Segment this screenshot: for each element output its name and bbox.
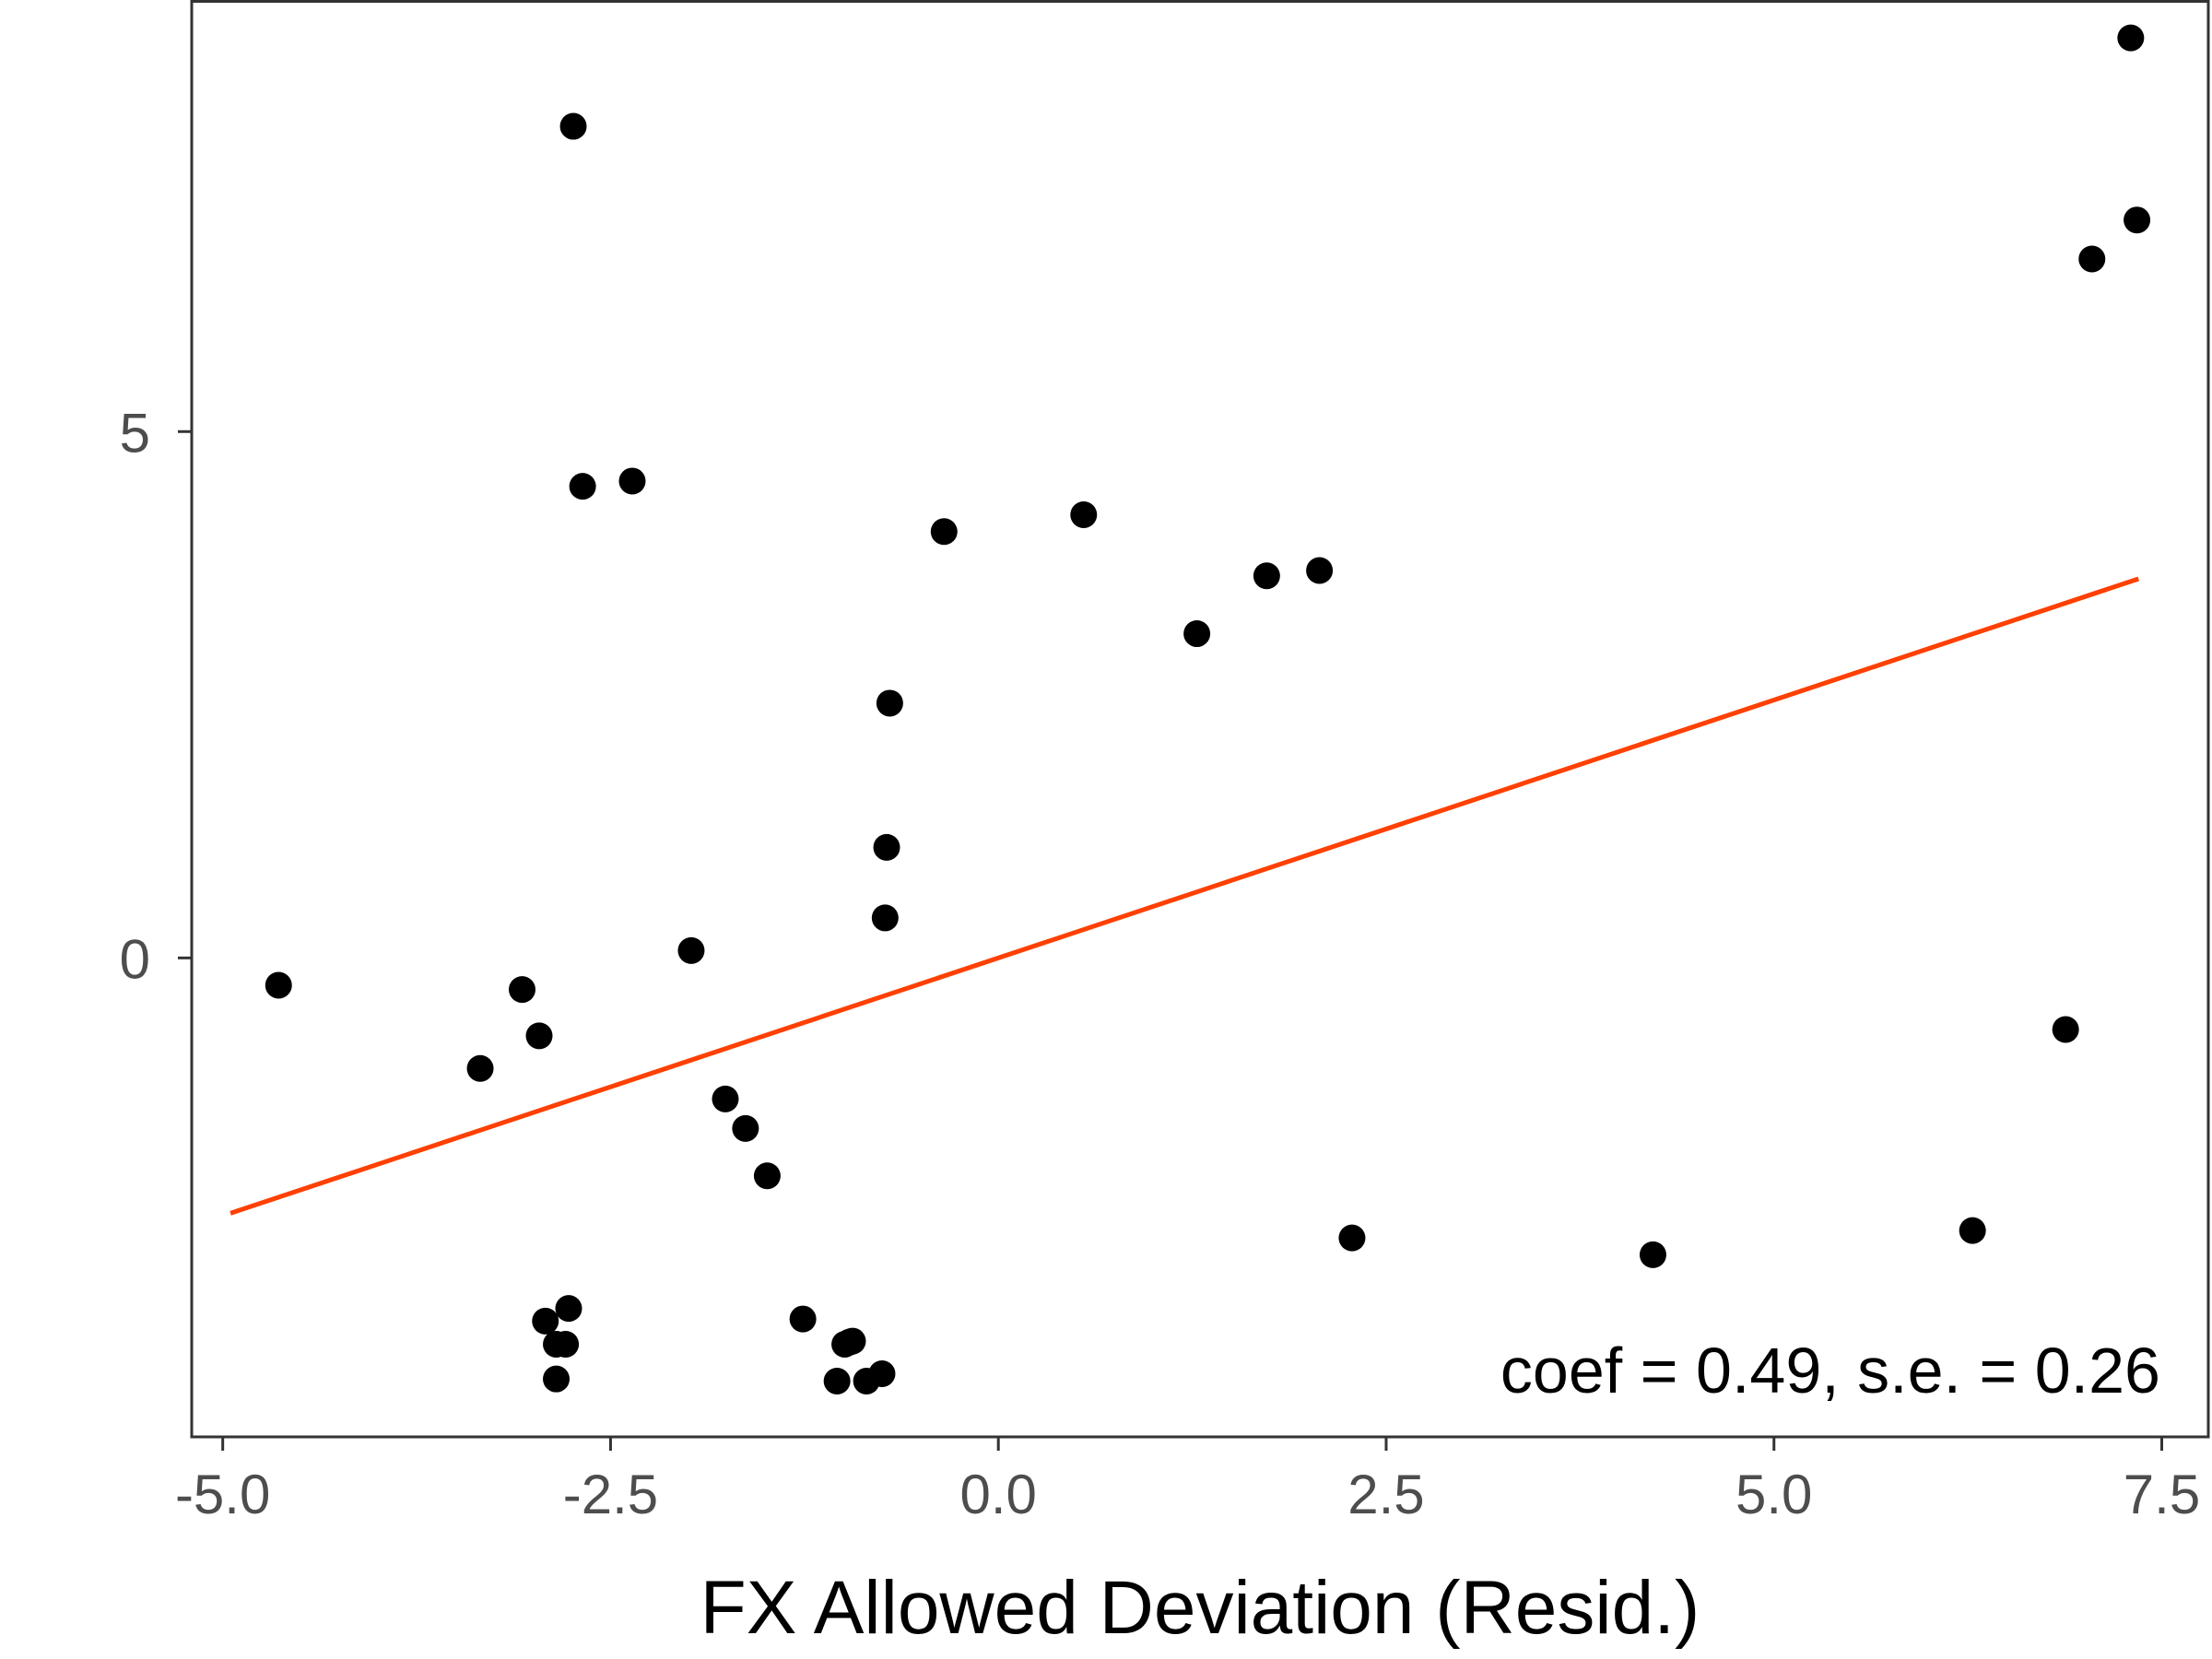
- data-point: [559, 112, 587, 140]
- data-point: [1639, 1241, 1666, 1268]
- data-point: [839, 1327, 866, 1355]
- data-point: [873, 833, 900, 861]
- x-tick-label: 7.5: [2124, 1464, 2200, 1525]
- data-point: [1306, 557, 1334, 584]
- data-point: [1183, 620, 1211, 648]
- x-axis: -5.0 -2.5 0.0 2.5 5.0 7.5: [175, 1437, 2200, 1525]
- data-point: [2117, 24, 2145, 52]
- data-point: [823, 1367, 851, 1394]
- data-point: [569, 473, 596, 500]
- fit-line: [229, 576, 2140, 1216]
- x-tick-label: 2.5: [1347, 1464, 1424, 1525]
- x-tick-label: 0.0: [959, 1464, 1036, 1525]
- data-point: [712, 1085, 739, 1112]
- data-point: [508, 976, 535, 1004]
- data-point: [753, 1162, 781, 1190]
- x-tick-label: -5.0: [175, 1464, 270, 1525]
- x-tick-label: -2.5: [563, 1464, 658, 1525]
- data-point: [732, 1114, 759, 1142]
- data-point: [677, 936, 705, 964]
- data-point: [871, 904, 899, 932]
- data-point: [618, 467, 646, 495]
- data-point: [1959, 1217, 1986, 1244]
- data-point: [532, 1307, 559, 1335]
- data-point: [930, 518, 958, 546]
- x-tick-label: 5.0: [1735, 1464, 1812, 1525]
- y-tick-label: 0: [120, 928, 150, 990]
- data-point: [2124, 206, 2151, 234]
- data-point: [543, 1365, 571, 1393]
- data-point: [789, 1305, 817, 1333]
- data-point: [876, 689, 903, 717]
- data-point: [265, 971, 292, 999]
- data-point: [1070, 500, 1098, 528]
- panel-border: [190, 0, 2210, 1439]
- data-point: [525, 1022, 553, 1050]
- data-point: [466, 1054, 494, 1082]
- coefficient-annotation: coef = 0.49, s.e. = 0.26: [1500, 1335, 2160, 1406]
- data-point: [1338, 1224, 1366, 1252]
- data-point: [2078, 245, 2106, 273]
- plot-content: [229, 24, 2151, 1394]
- x-axis-title: FX Allowed Deviation (Resid.): [700, 1566, 1700, 1650]
- y-axis: 05: [120, 402, 192, 990]
- data-point: [868, 1359, 896, 1387]
- data-point: [2052, 1016, 2079, 1043]
- data-point: [555, 1295, 582, 1323]
- data-point: [552, 1330, 580, 1358]
- y-tick-label: 5: [120, 402, 150, 464]
- data-point: [1253, 562, 1280, 590]
